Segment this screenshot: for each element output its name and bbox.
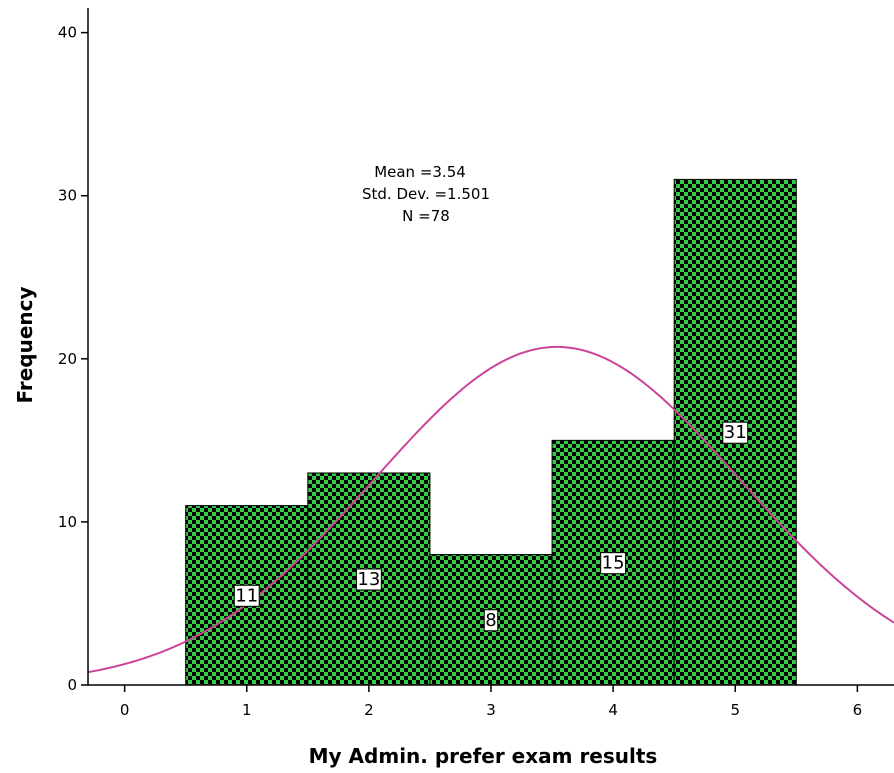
y-tick-label: 40	[58, 24, 77, 42]
data-label-box	[600, 552, 627, 575]
data-label-box	[483, 609, 499, 632]
y-tick-label: 20	[58, 350, 77, 368]
x-tick-label: 0	[120, 701, 130, 719]
data-label: 31	[722, 421, 749, 444]
x-tick-label: 3	[486, 701, 496, 719]
normal-curve	[88, 345, 894, 674]
data-label-text: 31	[724, 422, 747, 443]
y-tick-label: 10	[58, 513, 77, 531]
data-label: 15	[600, 552, 627, 575]
data-label-text: 13	[357, 569, 380, 590]
y-axis-title: Frequency	[13, 286, 37, 403]
x-tick-label: 6	[853, 701, 863, 719]
data-label-box	[233, 584, 260, 607]
data-label: 13	[355, 568, 382, 591]
y-ticks-group: 0 10 20 30 40	[58, 24, 88, 694]
x-tick-label: 1	[242, 701, 252, 719]
data-label-text: 8	[485, 610, 496, 631]
stats-n: N =78	[402, 207, 450, 225]
x-ticks-group: 0 1 2 3 4 5 6	[120, 685, 862, 719]
data-label: 11	[233, 584, 260, 607]
x-tick-label: 4	[608, 701, 618, 719]
y-tick-label: 0	[67, 676, 77, 694]
data-label-box	[355, 568, 382, 591]
data-label-box	[722, 421, 749, 444]
x-tick-label: 2	[364, 701, 374, 719]
stats-mean: Mean =3.54	[374, 163, 466, 181]
data-label-text: 11	[235, 585, 258, 606]
x-tick-label: 5	[730, 701, 740, 719]
data-label: 8	[483, 609, 499, 632]
stats-std-dev: Std. Dev. =1.501	[362, 185, 490, 203]
data-label-text: 15	[602, 553, 625, 574]
x-axis-title: My Admin. prefer exam results	[309, 744, 658, 768]
data-labels-group: 11 13 8 15 31	[233, 421, 749, 632]
y-tick-label: 30	[58, 187, 77, 205]
